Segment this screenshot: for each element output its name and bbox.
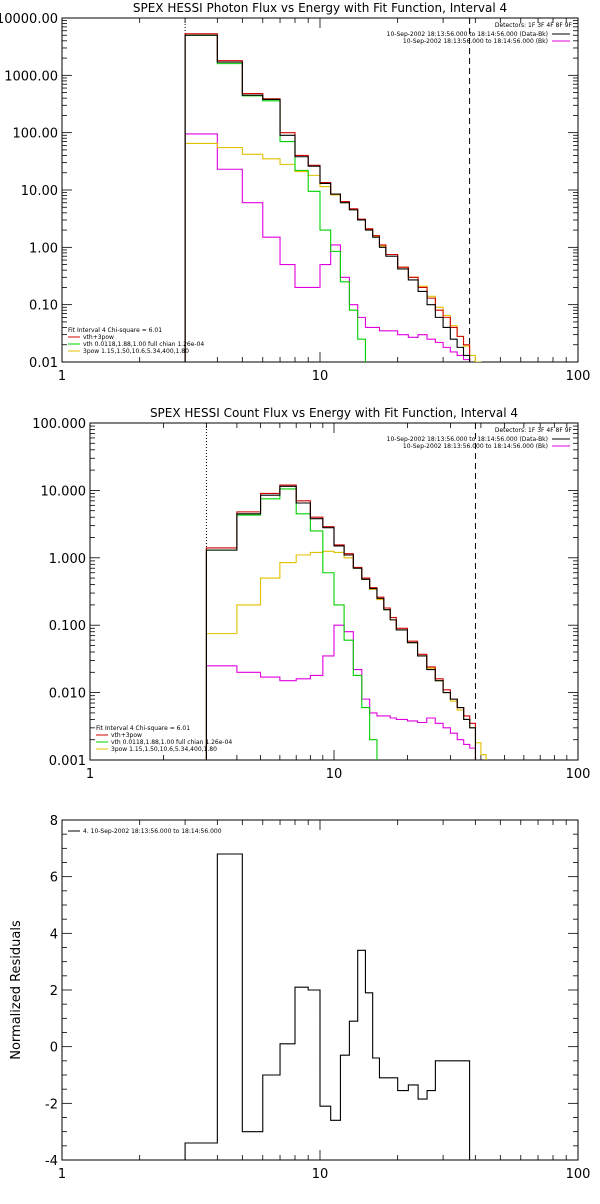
x-tick-label: 1 bbox=[58, 369, 66, 384]
y-tick-label: 10000.00 bbox=[0, 12, 58, 27]
series-line-0 bbox=[184, 853, 471, 1160]
series-line-2 bbox=[205, 624, 477, 760]
legend-left-text: 4. 10-Sep-2002 18:13:56.000 to 18:14:56.… bbox=[83, 828, 222, 835]
y-tick-label: -2 bbox=[45, 1097, 58, 1112]
y-tick-label: 0.100 bbox=[49, 619, 86, 634]
series-line-1 bbox=[184, 33, 471, 362]
series-line-4 bbox=[184, 142, 482, 362]
series-line-0 bbox=[184, 34, 471, 362]
legend-left-text: 3pow 1.15,1.50,10.6,5.34,400,1.80 bbox=[83, 348, 189, 355]
y-tick-label: 1.000 bbox=[49, 552, 86, 567]
series-line-3 bbox=[205, 488, 378, 760]
legend-left-text: 3pow 1.15,1.50,10.6,5.34,400,1.80 bbox=[111, 746, 217, 753]
detectors-label: Detectors: 1F 3F 4F 8F 9F bbox=[495, 427, 573, 434]
x-tick-label: 10 bbox=[312, 369, 329, 384]
y-tick-label: 0.01 bbox=[29, 356, 58, 371]
legend-left-text: vth 0.0118,1.88,1.00 full chian 1.26e-04 bbox=[83, 341, 204, 348]
x-tick-label: 100 bbox=[566, 767, 591, 782]
y-tick-label: 0.010 bbox=[49, 687, 86, 702]
panel-2: SPEX HESSI Count Flux vs Energy with Fit… bbox=[32, 406, 590, 782]
series-line-2 bbox=[184, 133, 471, 362]
x-tick-label: 100 bbox=[566, 1167, 591, 1182]
panel-3: 1 10 100 -4 -2 0 2 4 6 8 Normalized Residuals 4. 10… bbox=[9, 814, 590, 1182]
fit-info: Fit Interval 4 Chi-square = 6.01 bbox=[68, 327, 162, 334]
y-tick-label: 10.000 bbox=[41, 484, 87, 499]
plot-frame bbox=[61, 17, 579, 363]
x-tick-label: 10 bbox=[326, 767, 343, 782]
x-tick-label: 1 bbox=[58, 1167, 66, 1182]
detectors-label: Detectors: 1F 3F 4F 8F 9F bbox=[495, 22, 573, 29]
x-tick-label: 100 bbox=[566, 369, 591, 384]
series-line-0 bbox=[205, 485, 477, 760]
y-axis-label: Normalized Residuals bbox=[9, 920, 24, 1060]
chart-title: SPEX HESSI Count Flux vs Energy with Fit… bbox=[150, 406, 518, 420]
legend-left-text: vth 0.0118,1.88,1.00 full chian 1.26e-04 bbox=[111, 739, 232, 746]
legend-right-text: 10-Sep-2002 18:13:56.000 to 18:14:56.000… bbox=[387, 31, 548, 38]
panel-1: SPEX HESSI Photon Flux vs Energy with Fi… bbox=[0, 1, 590, 384]
x-tick-label: 10 bbox=[312, 1167, 329, 1182]
legend-right-text: 10-Sep-2002 18:13:56.000 to 18:14:56.000… bbox=[403, 443, 548, 450]
y-tick-label: 0 bbox=[50, 1041, 58, 1056]
y-tick-label: 100.00 bbox=[13, 127, 59, 142]
legend-left-text: vth+3pow bbox=[83, 334, 114, 341]
y-tick-label: 1000.00 bbox=[4, 69, 58, 84]
y-tick-label: 8 bbox=[50, 814, 58, 829]
y-tick-label: 0.10 bbox=[29, 299, 58, 314]
legend-right-text: 10-Sep-2002 18:13:56.000 to 18:14:56.000… bbox=[387, 436, 548, 443]
y-tick-label: 0.001 bbox=[49, 754, 86, 769]
y-tick-label: -4 bbox=[45, 1154, 58, 1169]
legend-right-text: 10-Sep-2002 18:13:56.000 to 18:14:56.000… bbox=[403, 38, 548, 45]
chart-title: SPEX HESSI Photon Flux vs Energy with Fi… bbox=[133, 1, 507, 15]
y-tick-label: 6 bbox=[50, 871, 58, 886]
y-tick-label: 10.00 bbox=[21, 184, 58, 199]
y-tick-label: 4 bbox=[50, 927, 58, 942]
y-tick-label: 2 bbox=[50, 984, 58, 999]
y-tick-label: 1.00 bbox=[29, 241, 58, 256]
x-tick-label: 1 bbox=[86, 767, 94, 782]
y-tick-label: 100.000 bbox=[32, 417, 86, 432]
series-line-4 bbox=[205, 550, 487, 760]
fit-info: Fit Interval 4 Chi-square = 6.01 bbox=[96, 725, 190, 732]
legend-left-text: vth+3pow bbox=[111, 732, 142, 739]
